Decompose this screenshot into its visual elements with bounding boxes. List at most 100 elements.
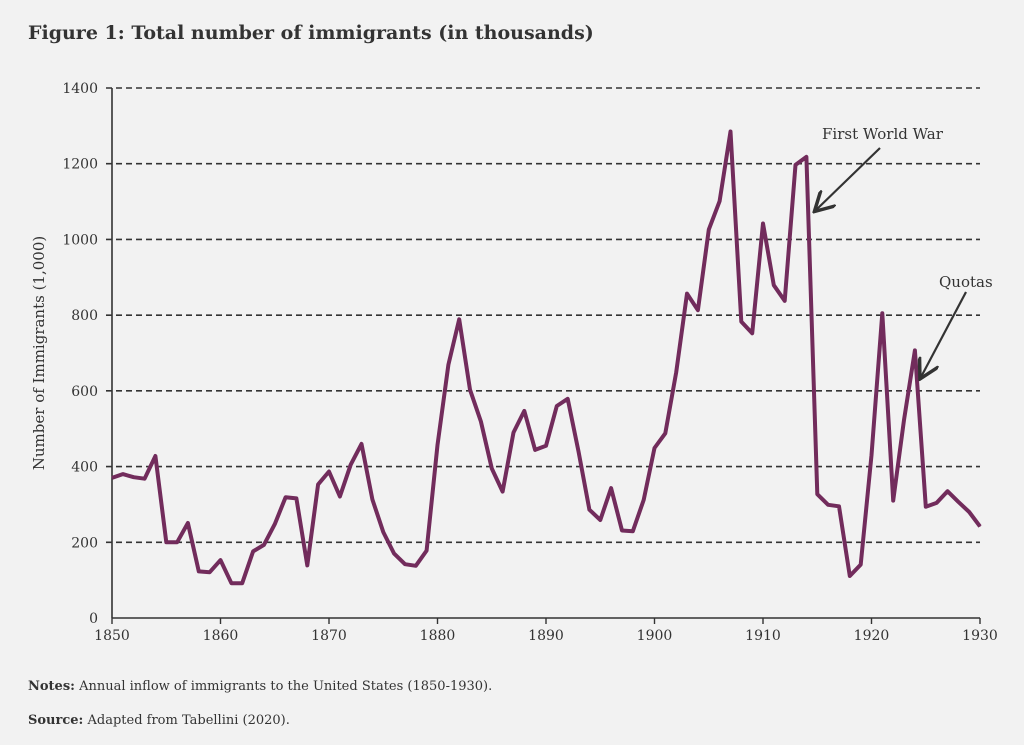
- data-point: [426, 550, 428, 552]
- data-point: [241, 582, 243, 584]
- data-point: [773, 284, 775, 286]
- data-point: [545, 445, 547, 447]
- data-point: [133, 476, 135, 478]
- tick-labels: 0 200 400 600 800 1000 1200 1400 1850 1860 1870 188…: [62, 81, 997, 644]
- data-point: [447, 364, 449, 366]
- source-text: Adapted from Tabellini (2020).: [87, 713, 290, 728]
- x-tick-label: 1860: [203, 628, 239, 644]
- data-point: [664, 432, 666, 434]
- data-point: [480, 421, 482, 423]
- data-point: [740, 321, 742, 323]
- data-point: [686, 293, 688, 295]
- x-tick-label: 1870: [311, 628, 347, 644]
- data-point: [578, 450, 580, 452]
- data-point: [719, 200, 721, 202]
- data-point: [697, 309, 699, 311]
- data-point: [469, 389, 471, 391]
- y-tick-label: 600: [71, 384, 98, 400]
- data-point: [881, 312, 883, 314]
- line-chart: 0 200 400 600 800 1000 1200 1400 1850 1860 1870 188…: [30, 81, 998, 644]
- data-point: [458, 318, 460, 320]
- data-point: [946, 490, 948, 492]
- data-point: [643, 499, 645, 501]
- data-point: [350, 464, 352, 466]
- data-point: [632, 530, 634, 532]
- source: Source: Adapted from Tabellini (2020).: [28, 713, 290, 728]
- data-point: [306, 564, 308, 566]
- notes: Notes: Annual inflow of immigrants to th…: [28, 679, 492, 694]
- data-point: [654, 447, 655, 449]
- data-point: [556, 405, 558, 407]
- x-tick-label: 1890: [528, 628, 564, 644]
- data-point: [122, 473, 124, 475]
- data-point: [903, 419, 905, 421]
- data-point: [729, 131, 731, 133]
- data-point: [751, 332, 753, 334]
- data-point: [176, 541, 178, 543]
- data-point: [230, 582, 232, 584]
- data-point: [838, 505, 840, 507]
- data-point: [317, 483, 319, 485]
- data-points: [111, 131, 981, 584]
- x-tick-label: 1920: [854, 628, 890, 644]
- data-point: [285, 496, 287, 498]
- y-axis-label: Number of Immigrants (1,000): [30, 236, 48, 470]
- gridlines: [106, 87, 980, 544]
- annotation-arrow-quotas: [921, 291, 967, 377]
- data-point: [209, 571, 211, 573]
- data-point: [111, 477, 113, 479]
- data-point: [361, 443, 363, 445]
- data-point: [523, 410, 525, 412]
- data-point: [263, 544, 265, 546]
- y-tick-label: 1000: [62, 232, 98, 248]
- x-tick-label: 1910: [745, 628, 781, 644]
- data-point: [187, 522, 189, 524]
- y-tick-label: 200: [71, 535, 98, 551]
- data-point: [892, 500, 894, 502]
- annotation-arrow-first-world-war: [816, 147, 881, 210]
- notes-label: Notes:: [28, 679, 75, 694]
- source-label: Source:: [28, 713, 84, 728]
- data-point: [491, 467, 493, 469]
- series-line: [111, 129, 982, 586]
- annotation-quotas: Quotas: [939, 273, 993, 291]
- data-point: [567, 398, 569, 400]
- data-point: [154, 455, 156, 457]
- data-point: [871, 454, 872, 456]
- data-point: [805, 156, 807, 158]
- data-point: [437, 444, 438, 446]
- data-point: [393, 553, 395, 555]
- data-point: [252, 550, 254, 552]
- x-tick-label: 1850: [94, 628, 130, 644]
- y-tick-label: 0: [89, 611, 98, 627]
- data-point: [936, 502, 938, 504]
- data-point: [675, 371, 677, 373]
- y-tick-label: 400: [71, 460, 98, 476]
- data-point: [588, 509, 590, 511]
- data-point: [599, 519, 601, 521]
- data-point: [328, 470, 330, 472]
- annotation-first-world-war: First World War: [822, 125, 944, 143]
- axes: [111, 88, 981, 624]
- chart-title: Figure 1: Total number of immigrants (in…: [28, 22, 594, 44]
- data-point: [220, 559, 221, 561]
- data-point: [621, 530, 623, 532]
- data-point: [534, 449, 536, 451]
- data-point: [339, 495, 341, 497]
- x-tick-label: 1930: [962, 628, 998, 644]
- data-point: [860, 564, 862, 566]
- data-point: [957, 501, 959, 503]
- data-point: [415, 565, 417, 567]
- data-point: [502, 491, 504, 493]
- x-tick-label: 1880: [420, 628, 456, 644]
- notes-text: Annual inflow of immigrants to the Unite…: [79, 679, 493, 694]
- data-point: [382, 531, 384, 533]
- data-point: [404, 563, 406, 565]
- data-point: [762, 223, 764, 225]
- data-point: [914, 349, 916, 351]
- data-point: [512, 432, 514, 433]
- data-point: [816, 493, 818, 495]
- data-point: [274, 523, 276, 525]
- data-point: [198, 570, 200, 572]
- data-point: [827, 504, 829, 506]
